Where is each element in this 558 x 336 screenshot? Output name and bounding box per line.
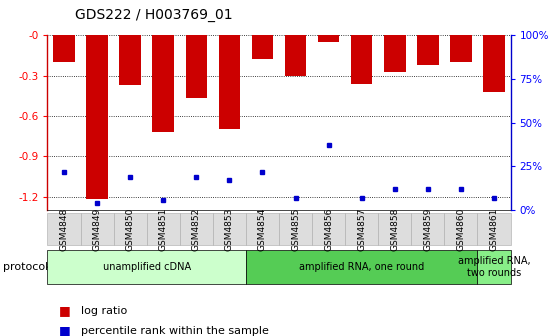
Text: log ratio: log ratio xyxy=(81,306,127,316)
Bar xyxy=(119,35,141,85)
Text: GSM4850: GSM4850 xyxy=(126,208,134,251)
Bar xyxy=(186,35,207,98)
Bar xyxy=(53,35,75,62)
Text: ■: ■ xyxy=(59,304,70,317)
Text: GSM4859: GSM4859 xyxy=(424,208,432,251)
Text: GSM4853: GSM4853 xyxy=(225,208,234,251)
Text: GDS222 / H003769_01: GDS222 / H003769_01 xyxy=(75,8,233,22)
Text: ■: ■ xyxy=(59,325,70,336)
Text: amplified RNA, one round: amplified RNA, one round xyxy=(299,262,424,272)
Text: GSM4856: GSM4856 xyxy=(324,208,333,251)
Text: amplified RNA,
two rounds: amplified RNA, two rounds xyxy=(458,256,530,278)
Bar xyxy=(86,35,108,199)
Bar xyxy=(351,35,372,84)
Text: GSM4861: GSM4861 xyxy=(489,208,498,251)
Text: unamplified cDNA: unamplified cDNA xyxy=(103,262,191,272)
Bar xyxy=(384,35,406,72)
Text: GSM4849: GSM4849 xyxy=(93,208,102,251)
Bar xyxy=(285,35,306,76)
Bar xyxy=(483,35,505,92)
Bar xyxy=(417,35,439,65)
Text: GSM4854: GSM4854 xyxy=(258,208,267,251)
Text: GSM4855: GSM4855 xyxy=(291,208,300,251)
Text: GSM4851: GSM4851 xyxy=(158,208,168,251)
Text: protocol: protocol xyxy=(3,262,48,272)
Bar xyxy=(450,35,472,62)
Text: GSM4848: GSM4848 xyxy=(60,208,69,251)
Bar xyxy=(219,35,240,129)
Bar xyxy=(152,35,174,132)
Text: GSM4858: GSM4858 xyxy=(390,208,400,251)
Bar xyxy=(252,35,273,59)
Text: GSM4860: GSM4860 xyxy=(456,208,465,251)
Text: percentile rank within the sample: percentile rank within the sample xyxy=(81,326,269,336)
Bar xyxy=(318,35,339,42)
Text: GSM4857: GSM4857 xyxy=(357,208,366,251)
Text: GSM4852: GSM4852 xyxy=(192,208,201,251)
